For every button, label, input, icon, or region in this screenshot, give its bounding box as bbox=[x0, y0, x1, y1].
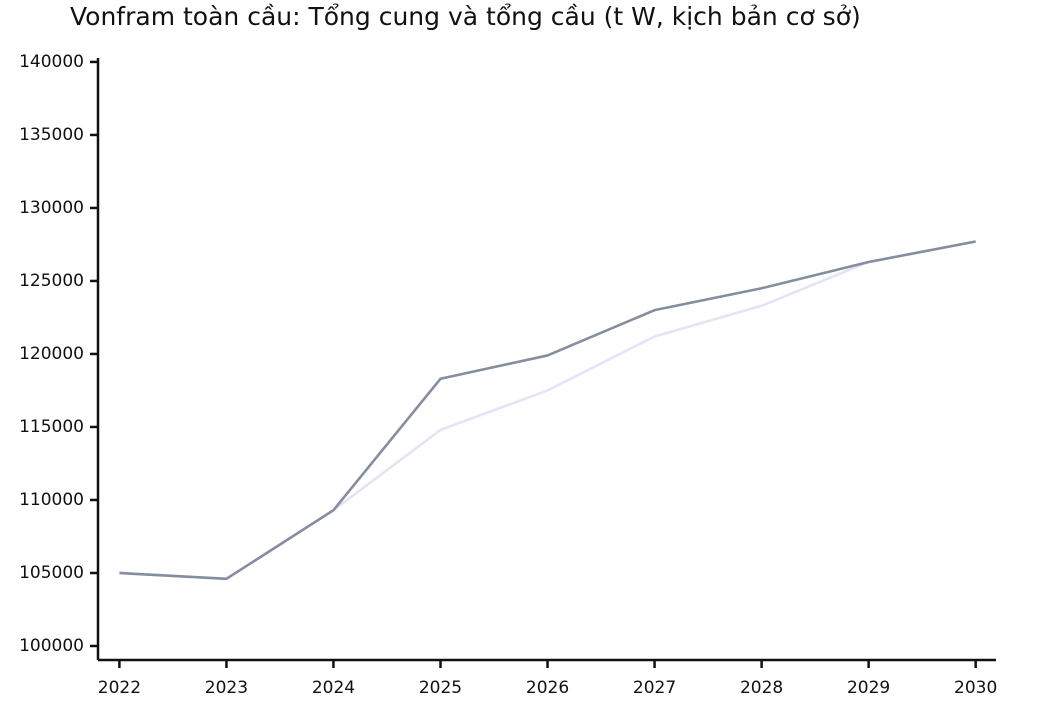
y-tick-label: 130000 bbox=[19, 198, 84, 218]
y-tick-label: 125000 bbox=[19, 271, 84, 291]
x-tick-label: 2027 bbox=[633, 678, 676, 698]
y-tick-label: 115000 bbox=[19, 417, 84, 437]
x-tick-label: 2028 bbox=[740, 678, 783, 698]
x-tick-label: 2024 bbox=[312, 678, 355, 698]
x-tick-label: 2026 bbox=[526, 678, 569, 698]
x-tick-label: 2029 bbox=[847, 678, 890, 698]
y-tick-label: 140000 bbox=[19, 52, 84, 72]
x-tick-label: 2023 bbox=[205, 678, 248, 698]
y-tick-label: 120000 bbox=[19, 344, 84, 364]
y-tick-label: 135000 bbox=[19, 125, 84, 145]
x-tick-label: 2025 bbox=[419, 678, 462, 698]
chart-title: Vonfram toàn cầu: Tổng cung và tổng cầu … bbox=[70, 2, 861, 31]
y-tick-label: 100000 bbox=[19, 636, 84, 656]
series-line bbox=[119, 240, 976, 581]
x-tick-label: 2030 bbox=[954, 678, 997, 698]
x-tick-label: 2022 bbox=[98, 678, 141, 698]
y-tick-label: 110000 bbox=[19, 490, 84, 510]
series-line bbox=[119, 240, 976, 581]
y-tick-label: 105000 bbox=[19, 563, 84, 583]
